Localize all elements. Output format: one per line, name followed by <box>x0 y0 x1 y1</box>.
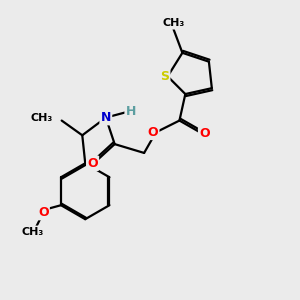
Text: S: S <box>160 70 169 83</box>
Text: CH₃: CH₃ <box>31 112 53 123</box>
Text: H: H <box>126 105 136 118</box>
Text: O: O <box>199 127 210 140</box>
Text: N: N <box>100 111 111 124</box>
Text: CH₃: CH₃ <box>162 18 185 28</box>
Text: CH₃: CH₃ <box>22 227 44 237</box>
Text: O: O <box>38 206 49 219</box>
Text: O: O <box>148 126 158 139</box>
Text: O: O <box>87 157 98 170</box>
